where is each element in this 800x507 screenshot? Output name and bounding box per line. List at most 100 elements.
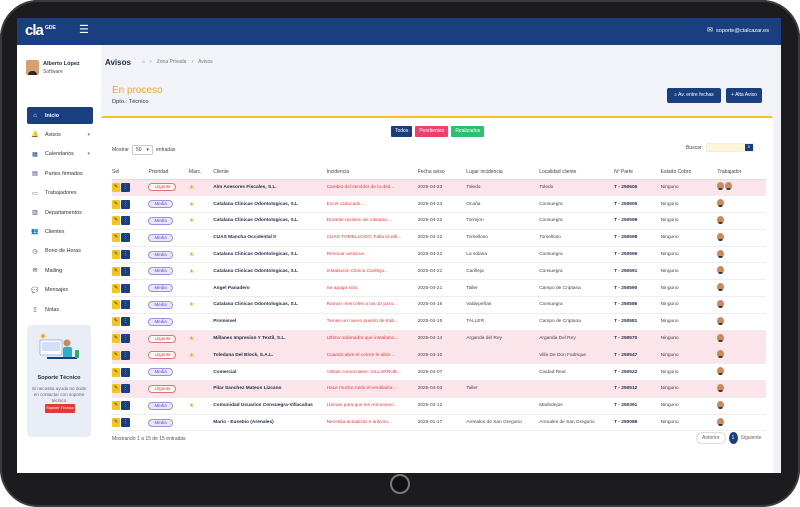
part-number[interactable]: T - 250547: [614, 352, 638, 358]
column-header[interactable]: Incidencia: [326, 166, 418, 180]
client-name[interactable]: Comunidad Usuarios Consuegra-Villacañas: [213, 403, 313, 409]
user-email[interactable]: ✉ soporte@ctalcazar.es: [707, 27, 769, 35]
edit-icon[interactable]: ✎: [112, 367, 120, 377]
column-header[interactable]: Nº Parte: [614, 166, 661, 180]
edit-icon[interactable]: ✎: [112, 401, 120, 411]
edit-icon[interactable]: ✎: [112, 216, 120, 226]
worker-avatar[interactable]: [717, 283, 725, 292]
table-row[interactable]: ✎ ⋮ Urgente ★ Toledana Del Block, S.A.L. Cuan…: [112, 346, 766, 365]
hamburger-menu-icon[interactable]: ☰: [79, 24, 89, 36]
incident-text[interactable]: Ultimo ordenador que instalamo...: [326, 336, 399, 342]
next-page-button[interactable]: Siguiente: [740, 435, 762, 441]
search-input[interactable]: ⌕: [705, 143, 754, 152]
more-options-icon[interactable]: ⋮: [121, 317, 130, 327]
edit-icon[interactable]: ✎: [112, 418, 120, 428]
more-options-icon[interactable]: ⋮: [121, 266, 130, 276]
edit-icon[interactable]: ✎: [112, 334, 120, 344]
client-name[interactable]: Millanes Impresion Y Textil, S.L.: [213, 336, 286, 342]
incident-text[interactable]: Tienen un nuevo puesto de trab...: [326, 319, 399, 325]
incident-text[interactable]: Se apaga solo.: [326, 285, 359, 291]
star-icon[interactable]: ★: [188, 302, 195, 309]
worker-avatar[interactable]: [717, 299, 725, 308]
part-number[interactable]: T - 250391: [614, 403, 638, 409]
table-row[interactable]: ✎ ⋮ Media ★ Catalana Clinicas Odontologicas,…: [112, 296, 766, 314]
sidebar-item-departamentos[interactable]: ▥ Departamentos: [27, 204, 93, 221]
worker-avatar[interactable]: [717, 232, 725, 241]
filter-pendientes-button[interactable]: Pendientes: [415, 126, 449, 137]
column-header[interactable]: Trabajador: [717, 166, 766, 180]
more-options-icon[interactable]: ⋮: [121, 199, 130, 209]
edit-icon[interactable]: ✎: [112, 250, 120, 260]
more-options-icon[interactable]: ⋮: [121, 233, 130, 243]
support-button[interactable]: Soporte Técnico: [45, 404, 75, 413]
part-number[interactable]: T - 250599: [614, 218, 638, 224]
filter-realizados-button[interactable]: Realizados: [451, 126, 485, 137]
part-number[interactable]: T - 250606: [614, 184, 638, 190]
table-row[interactable]: ✎ ⋮ Media ★ Catalana Clinicas Odontologicas,…: [112, 246, 766, 264]
client-name[interactable]: Catalana Clinicas Odontologicas, S.L: [213, 302, 298, 308]
more-options-icon[interactable]: ⋮: [121, 384, 130, 394]
user-profile[interactable]: Alberto López Software: [26, 60, 96, 80]
client-name[interactable]: Angel Panadero: [213, 285, 250, 291]
client-name[interactable]: Toledana Del Block, S.A.L.: [213, 352, 274, 358]
sidebar-item-mailing[interactable]: ✉ Mailing: [27, 262, 93, 279]
client-name[interactable]: Catalana Clinicas Odontologicas, S.L: [213, 268, 298, 274]
star-icon[interactable]: ★: [188, 336, 195, 343]
client-name[interactable]: Pilar Sanchez Mateos Lizcano: [213, 386, 282, 392]
more-options-icon[interactable]: ⋮: [121, 182, 130, 192]
column-header[interactable]: Estado Cobro: [660, 166, 718, 180]
client-name[interactable]: CUAS Mancha Occidental II: [213, 235, 276, 241]
worker-avatar[interactable]: [717, 367, 725, 376]
table-row[interactable]: ✎ ⋮ Media ★ Catalana Clinicas Odontologicas,…: [112, 195, 766, 214]
star-icon[interactable]: ★: [188, 268, 195, 275]
column-header[interactable]: Prioridad: [148, 166, 189, 180]
client-name[interactable]: Catalana Clinicas Odontologicas, S.L: [213, 252, 298, 258]
incident-text[interactable]: Llaman para que les renuevenc...: [326, 403, 398, 409]
sidebar-item-partes-firmados[interactable]: ▤ Partes firmados: [27, 165, 93, 182]
part-number[interactable]: T - 250586: [614, 302, 638, 308]
star-icon[interactable]: ★: [188, 184, 195, 191]
table-row[interactable]: ✎ ⋮ Media CUAS Mancha Occidental II CUAS TOM…: [112, 229, 766, 247]
table-row[interactable]: ✎ ⋮ Media ★ Catalana Clinicas Odontologicas,…: [112, 262, 766, 281]
client-name[interactable]: Promisvel: [213, 319, 237, 325]
table-row[interactable]: ✎ ⋮ Urgente Pilar Sanchez Mateos Lizcano Hac…: [112, 380, 766, 398]
date-range-button[interactable]: ⌕ Av. entre fechas: [667, 88, 721, 103]
part-number[interactable]: T - 250591: [614, 268, 638, 274]
sidebar-item-avisos[interactable]: 🔔 Avisos ▾: [27, 126, 93, 143]
filter-todos-button[interactable]: Todos: [391, 126, 413, 137]
table-row[interactable]: ✎ ⋮ Urgente ★ Millanes Impresion Y Textil, S…: [112, 330, 766, 348]
sidebar-item-trabajadores[interactable]: ▭ Trabajadores: [27, 185, 93, 202]
client-name[interactable]: Catalana Clinicas Odontologicas, S.L: [213, 201, 298, 207]
sidebar-item-inicio[interactable]: ⌂ Inicio: [27, 107, 93, 124]
worker-avatar[interactable]: [717, 249, 725, 258]
star-icon[interactable]: ★: [188, 218, 195, 225]
edit-icon[interactable]: ✎: [112, 384, 120, 394]
incident-text[interactable]: Visitas comerciales: VILLARRUB...: [326, 369, 401, 375]
home-icon[interactable]: ⌂: [142, 59, 146, 65]
search-icon[interactable]: ⌕: [744, 144, 753, 151]
part-number[interactable]: T - 250590: [614, 285, 638, 291]
edit-icon[interactable]: ✎: [112, 283, 120, 293]
column-header[interactable]: Fecha aviso: [417, 166, 467, 180]
worker-avatar[interactable]: [717, 333, 725, 342]
client-name[interactable]: Comercial: [213, 369, 237, 375]
more-options-icon[interactable]: ⋮: [121, 418, 130, 428]
column-header[interactable]: Cliente: [213, 166, 327, 180]
table-row[interactable]: ✎ ⋮ Media Angel Panadero Se apaga solo. 2025-…: [112, 279, 766, 298]
incident-text[interactable]: Durante revision de rutinaria ...: [326, 218, 393, 224]
table-row[interactable]: ✎ ⋮ Media ★ Catalana Clinicas Odontologicas,…: [112, 212, 766, 230]
incident-text[interactable]: Instalación Clinica Carilleja...: [326, 268, 388, 274]
worker-avatar[interactable]: [717, 182, 725, 191]
worker-avatar[interactable]: [717, 266, 725, 275]
edit-icon[interactable]: ✎: [112, 199, 120, 209]
column-header[interactable]: Marc.: [188, 166, 214, 180]
more-options-icon[interactable]: ⋮: [121, 250, 130, 260]
more-options-icon[interactable]: ⋮: [121, 334, 130, 344]
part-number[interactable]: T - 250522: [614, 369, 638, 375]
worker-avatar[interactable]: [717, 400, 725, 409]
star-icon[interactable]: ★: [188, 201, 195, 208]
incident-text[interactable]: Hace mucho ruido el ventilador...: [326, 386, 397, 392]
worker-avatar[interactable]: [717, 383, 725, 392]
more-options-icon[interactable]: ⋮: [121, 283, 130, 293]
more-options-icon[interactable]: ⋮: [121, 216, 130, 226]
